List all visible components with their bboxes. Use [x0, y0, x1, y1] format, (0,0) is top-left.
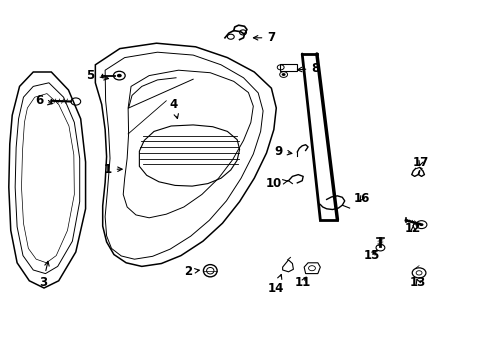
Text: 4: 4	[169, 98, 178, 118]
Text: 11: 11	[294, 276, 311, 289]
Circle shape	[419, 223, 423, 226]
Circle shape	[117, 74, 122, 77]
Text: 1: 1	[103, 163, 122, 176]
Text: 14: 14	[267, 274, 284, 294]
Text: 16: 16	[353, 192, 369, 204]
Text: 13: 13	[409, 276, 426, 289]
Text: 12: 12	[404, 222, 421, 235]
Text: 5: 5	[86, 69, 108, 82]
Text: 10: 10	[265, 177, 287, 190]
Text: 17: 17	[411, 156, 428, 169]
Text: 15: 15	[363, 249, 379, 262]
Text: 2: 2	[184, 265, 199, 278]
Text: 8: 8	[297, 62, 319, 75]
Text: 9: 9	[274, 145, 291, 158]
Text: 6: 6	[35, 94, 52, 107]
Circle shape	[281, 73, 285, 76]
Text: 3: 3	[39, 261, 49, 289]
Text: 7: 7	[253, 31, 275, 44]
